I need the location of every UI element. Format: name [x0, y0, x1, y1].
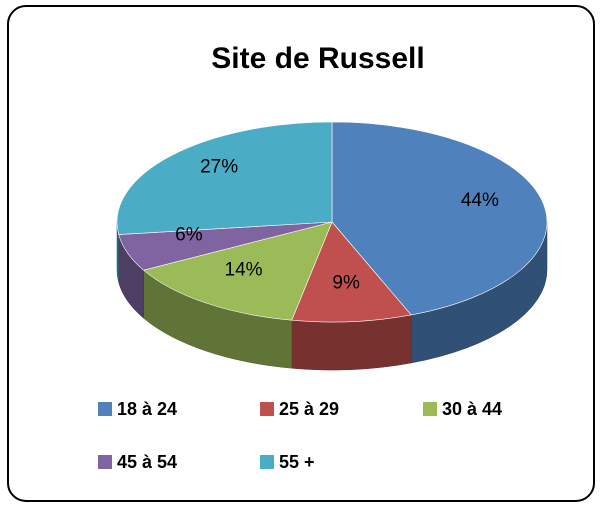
legend-swatch — [423, 402, 437, 416]
legend-label: 45 à 54 — [117, 452, 177, 472]
legend-swatch — [98, 455, 112, 469]
data-label: 14% — [225, 260, 263, 281]
pie-slice — [331, 121, 548, 316]
legend-swatch — [260, 402, 274, 416]
legend-label: 25 à 29 — [279, 399, 339, 419]
legend-swatch — [98, 402, 112, 416]
data-label: 27% — [200, 157, 238, 178]
pie-side — [291, 314, 412, 371]
data-label: 6% — [175, 225, 203, 246]
data-label: 9% — [332, 273, 360, 294]
pie-slice — [116, 121, 333, 235]
legend-swatch — [260, 455, 274, 469]
legend-label: 30 à 44 — [442, 399, 502, 419]
pie-slice — [291, 221, 412, 323]
pie-slice — [142, 221, 333, 321]
legend-label: 18 à 24 — [117, 399, 177, 419]
legend-label: 55 + — [279, 452, 315, 472]
chart-title: Site de Russell — [211, 42, 424, 75]
data-label: 44% — [461, 190, 499, 211]
